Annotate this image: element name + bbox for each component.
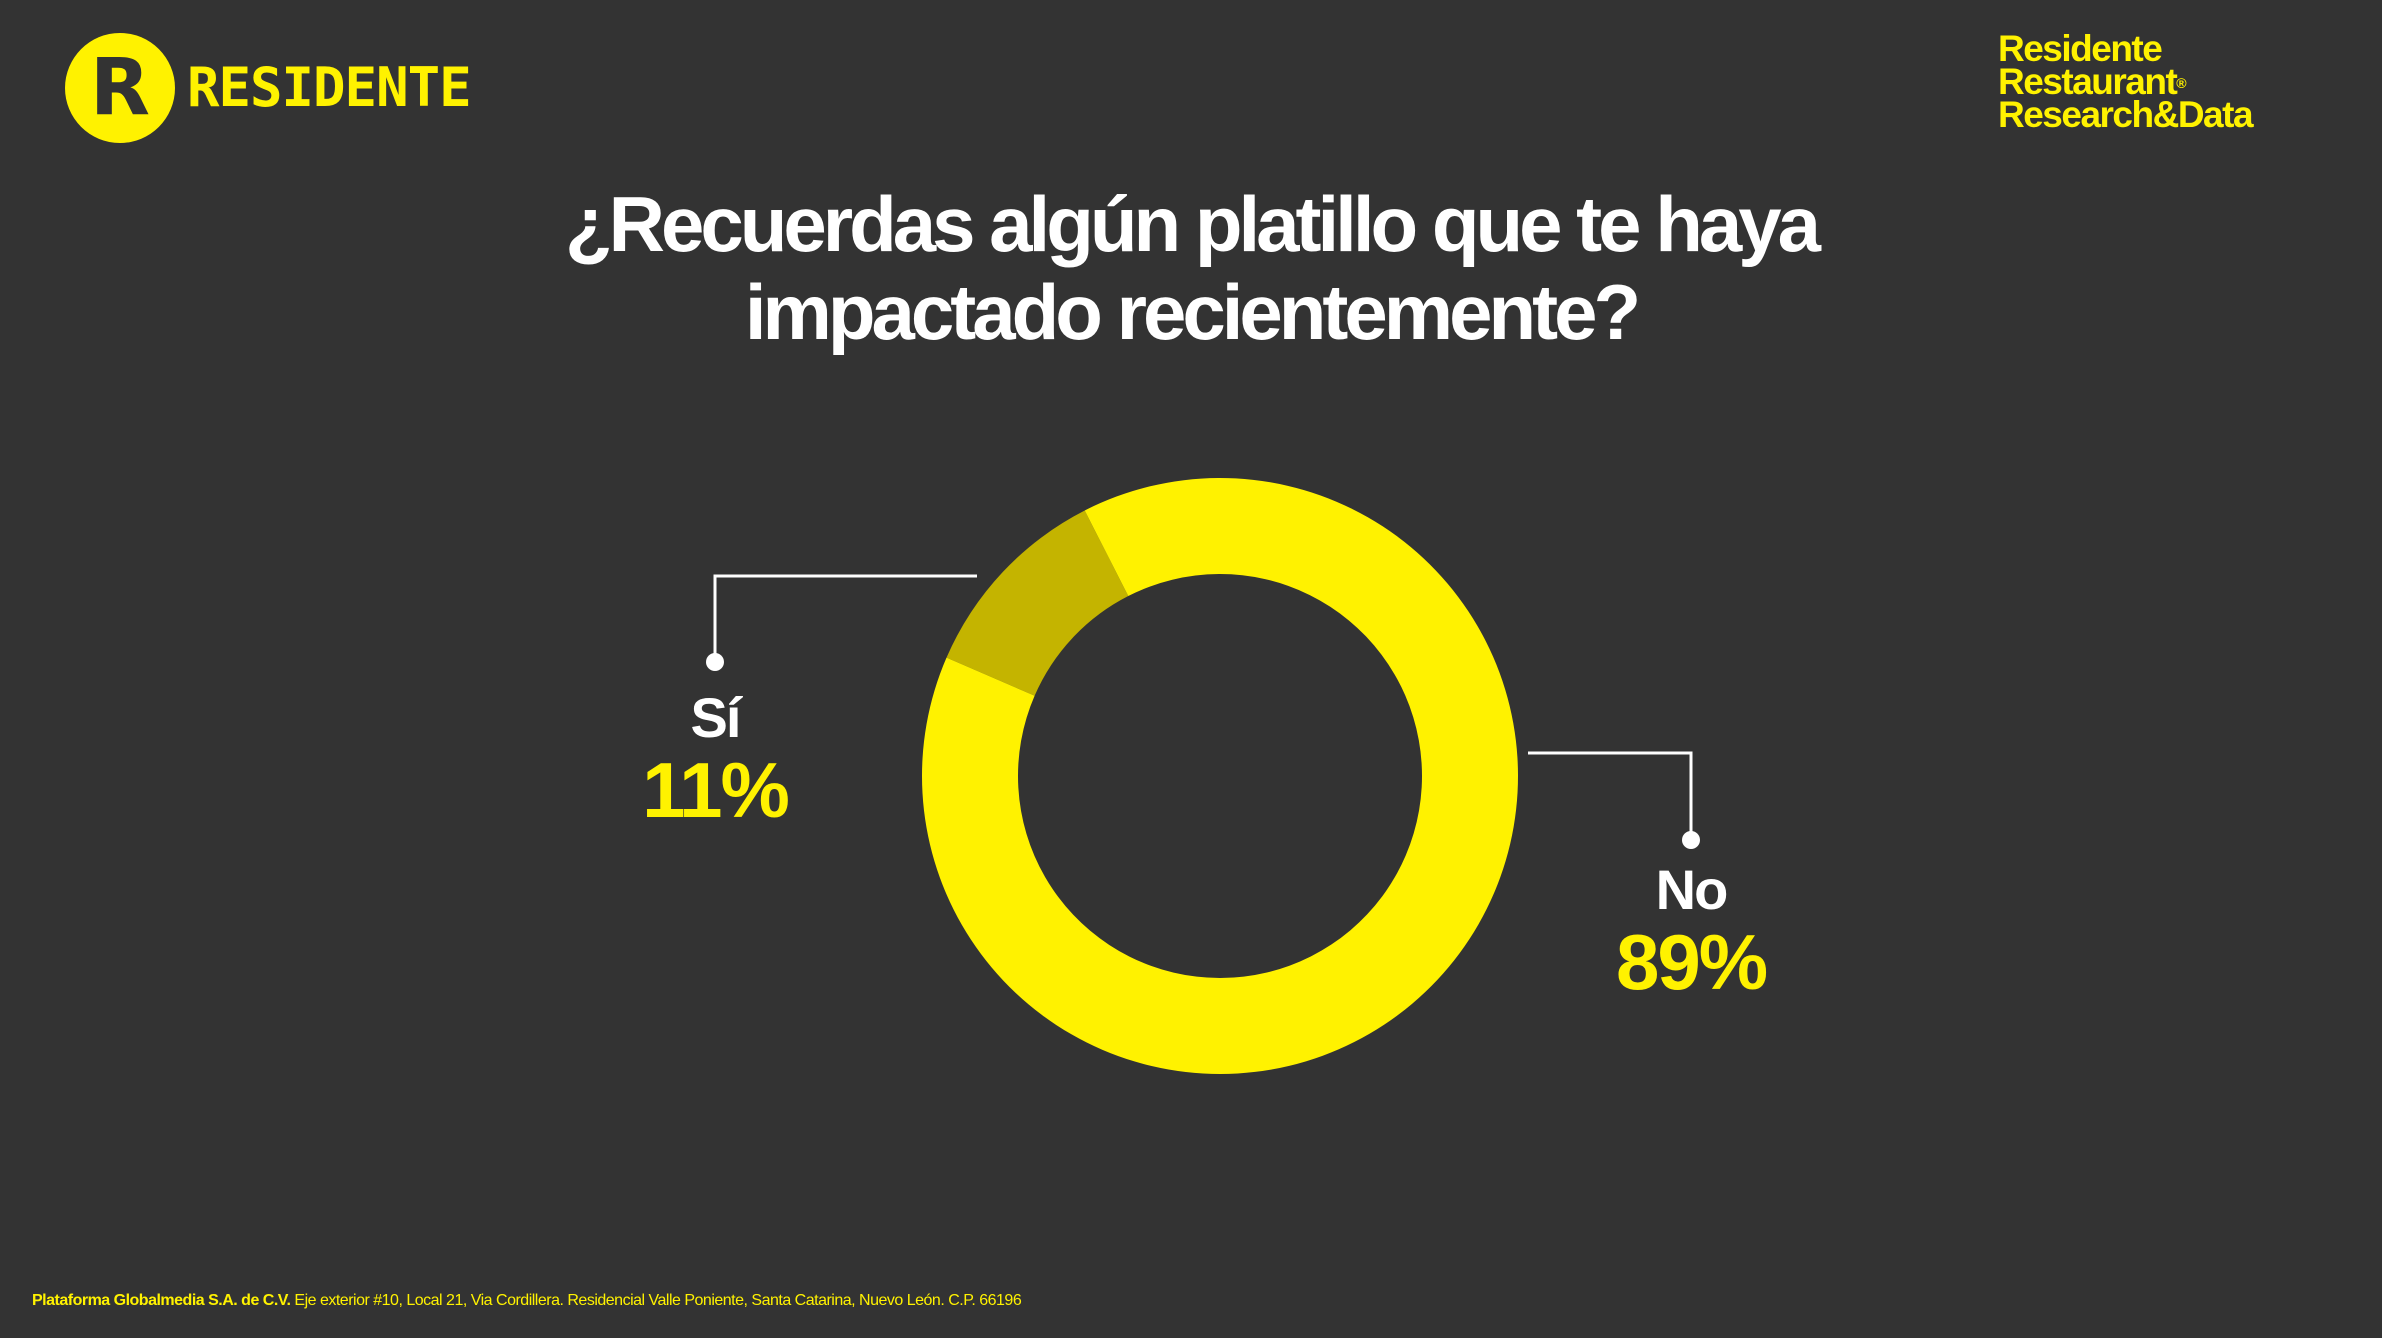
value-label: 11% bbox=[642, 746, 790, 834]
label-si: Sí 11% bbox=[565, 686, 865, 834]
chart-title: ¿Recuerdas algún platillo que te haya im… bbox=[0, 180, 2382, 356]
footer-address: Eje exterior #10, Local 21, Via Cordille… bbox=[294, 1292, 1022, 1309]
residente-logo-icon: R bbox=[65, 33, 175, 143]
leader-line-no bbox=[1528, 751, 1693, 840]
rrd-logo: Residente Restaurant® Research&Data bbox=[1998, 28, 2254, 135]
footer: Plataforma Globalmedia S.A. de C.V. Eje … bbox=[32, 1292, 1022, 1310]
rrd-line: Residente bbox=[1998, 28, 2163, 69]
category-label: No bbox=[1655, 858, 1729, 921]
registered-mark: ® bbox=[2176, 75, 2186, 91]
logo-letter: R bbox=[89, 43, 151, 133]
donut-slice-no bbox=[921, 478, 1518, 1074]
rrd-line: Research&Data bbox=[1998, 94, 2254, 135]
logo-wordmark: RESIDENTE bbox=[187, 56, 472, 119]
category-label: Sí bbox=[690, 686, 742, 749]
title-line: ¿Recuerdas algún platillo que te haya bbox=[564, 180, 1821, 268]
title-line: impactado recientemente? bbox=[744, 268, 1641, 356]
leader-dot-no bbox=[1682, 831, 1700, 849]
value-label: 89% bbox=[1615, 918, 1768, 1006]
leader-line-si bbox=[713, 574, 977, 662]
leader-dot-si bbox=[706, 653, 724, 671]
footer-company: Plataforma Globalmedia S.A. de C.V. bbox=[32, 1292, 291, 1309]
donut-slice-si bbox=[946, 510, 1129, 696]
rrd-line: Restaurant bbox=[1998, 61, 2178, 102]
label-no: No 89% bbox=[1541, 858, 1841, 1006]
